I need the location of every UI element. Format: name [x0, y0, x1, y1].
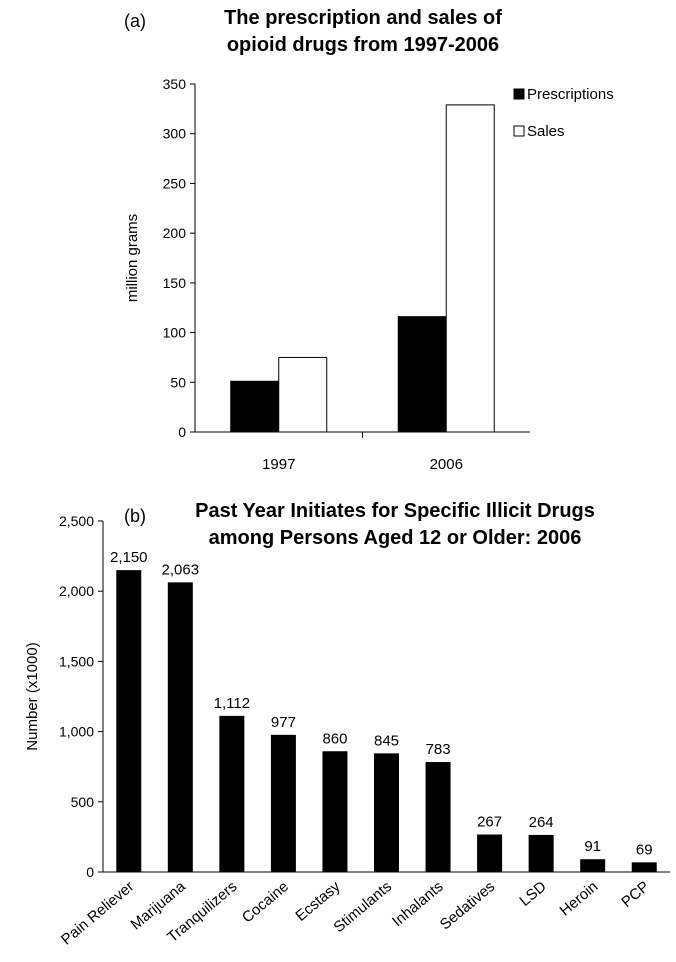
y-tick-label: 500: [71, 794, 95, 810]
bar-1-1: [445, 104, 495, 433]
x-tick-label: LSD: [516, 878, 549, 910]
bar-5: [374, 753, 399, 872]
y-tick-label: 1,000: [59, 724, 94, 740]
bar-7: [477, 834, 503, 872]
data-label: 91: [584, 838, 601, 855]
y-tick-label: 350: [163, 76, 187, 92]
data-label: 69: [636, 841, 653, 858]
bar-0-1: [397, 316, 447, 433]
legend-swatch: [513, 88, 525, 100]
x-tick-label: Sedatives: [437, 878, 498, 933]
y-tick-label: 0: [86, 864, 94, 880]
y-tick-label: 2,500: [59, 513, 94, 529]
x-tick-label: Stimulants: [330, 878, 395, 936]
data-label: 2,063: [162, 561, 200, 578]
x-tick-label: Cocaine: [239, 878, 292, 926]
x-tick-label: 1997: [262, 456, 295, 473]
y-tick-label: 2,000: [59, 583, 94, 599]
chart-title-line: Past Year Initiates for Specific Illicit…: [195, 500, 595, 522]
x-tick-label: Pain Reliever: [58, 878, 137, 948]
y-tick-label: 100: [163, 325, 187, 341]
bar-8: [528, 834, 554, 872]
panel-label: (b): [124, 506, 146, 526]
data-label: 264: [529, 814, 554, 831]
legend-swatch: [513, 125, 525, 137]
y-tick-label: 1,500: [59, 653, 94, 669]
chart-title-line: opioid drugs from 1997-2006: [227, 34, 499, 56]
chart-b: (b) Past Year Initiates for Specific Illi…: [24, 500, 670, 948]
bar-2: [219, 715, 245, 872]
x-tick-label: Heroin: [556, 878, 601, 919]
data-label: 783: [426, 741, 451, 758]
data-label: 1,112: [214, 695, 250, 712]
bar-1-0: [278, 356, 328, 433]
bar-3: [270, 734, 296, 872]
bar-9: [580, 859, 606, 872]
y-axis-label: Number (x1000): [24, 642, 41, 750]
data-label: 977: [271, 714, 296, 731]
x-tick-label: 2006: [430, 456, 463, 473]
y-tick-label: 0: [178, 424, 186, 440]
chart-title-line: among Persons Aged 12 or Older: 2006: [209, 527, 582, 549]
y-tick-label: 250: [163, 175, 187, 191]
bar-4: [322, 751, 348, 872]
data-label: 860: [322, 730, 347, 747]
y-tick-label: 150: [163, 275, 187, 291]
y-axis-label: million grams: [124, 214, 141, 302]
bar-0-0: [230, 380, 280, 433]
chart-a: (a) The prescription and sales of opioid d…: [124, 7, 614, 473]
legend-entry: Sales: [527, 123, 565, 140]
y-tick-label: 200: [163, 225, 187, 241]
chart-title-line: The prescription and sales of: [224, 7, 502, 29]
bar-6: [425, 762, 451, 872]
x-tick-label: PCP: [618, 878, 653, 911]
legend-entry: Prescriptions: [527, 86, 614, 103]
data-label: 2,150: [110, 549, 148, 566]
y-tick-label: 300: [163, 126, 187, 142]
bar-10: [631, 862, 657, 872]
data-label: 845: [374, 732, 399, 749]
data-label: 267: [477, 814, 502, 831]
bar-1: [167, 582, 193, 872]
y-tick-label: 50: [170, 374, 186, 390]
panel-label: (a): [124, 11, 146, 31]
bar-0: [116, 570, 142, 872]
